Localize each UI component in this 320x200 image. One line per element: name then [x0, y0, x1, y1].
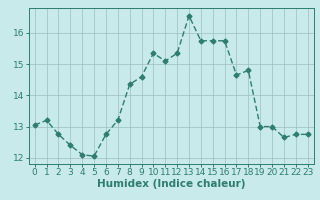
X-axis label: Humidex (Indice chaleur): Humidex (Indice chaleur) [97, 179, 245, 189]
